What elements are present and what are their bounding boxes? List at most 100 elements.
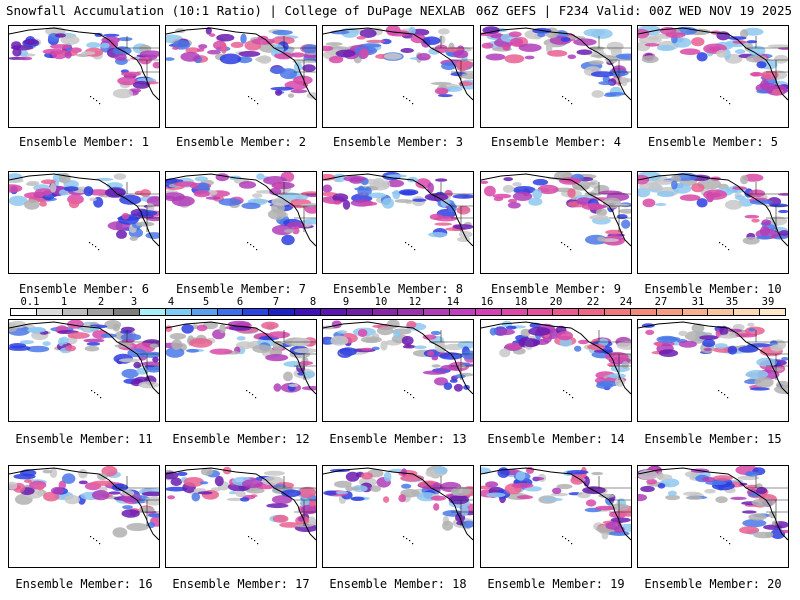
political-borders: [274, 330, 316, 380]
ensemble-member-map-16: [8, 465, 160, 568]
snowfall-field: [323, 172, 473, 242]
coastline: [323, 467, 473, 541]
chart-title: Snowfall Accumulation (10:1 Ratio) | Col…: [6, 3, 466, 18]
hawaii-islands: [403, 536, 414, 545]
snowfall-map: [481, 320, 631, 399]
coastline: [481, 173, 631, 247]
snowfall-map: [9, 320, 159, 399]
coastline: [9, 27, 159, 101]
hawaii-islands: [720, 536, 731, 545]
hawaii-islands: [563, 390, 574, 399]
snowfall-field: [638, 26, 788, 96]
hawaii-islands: [719, 242, 730, 251]
colorbar-tick-label: 7: [272, 296, 280, 308]
ensemble-member-map-11: [8, 319, 160, 422]
snowfall-field: [481, 26, 631, 98]
hawaii-islands: [247, 242, 258, 251]
colorbar-swatch: [734, 309, 761, 315]
ensemble-member-map-13: [322, 319, 474, 422]
colorbar-swatch: [372, 309, 399, 315]
ensemble-member-map-19: [480, 465, 632, 568]
hawaii-islands: [720, 96, 731, 105]
ensemble-member-label: Ensemble Member: 1: [18, 135, 150, 149]
ensemble-member-label: Ensemble Member: 18: [329, 577, 467, 591]
colorbar-tick-label: 0.1: [20, 296, 40, 308]
political-borders: [589, 330, 631, 380]
ensemble-member-label: Ensemble Member: 2: [175, 135, 307, 149]
snowfall-map: [323, 26, 473, 105]
hawaii-islands: [403, 96, 414, 105]
colorbar-swatch: [62, 309, 89, 315]
snowfall-field: [323, 320, 473, 392]
political-borders: [274, 476, 316, 526]
hawaii-islands: [561, 242, 572, 251]
political-borders: [431, 182, 473, 232]
snowfall-map: [638, 26, 788, 105]
snowfall-field: [9, 26, 159, 99]
political-borders: [117, 36, 159, 86]
ensemble-member-map-1: [8, 25, 160, 128]
colorbar-tick-label: 3: [130, 296, 138, 308]
snowfall-field: [481, 466, 631, 540]
political-borders: [431, 330, 473, 380]
ensemble-member-label: Ensemble Member: 11: [15, 432, 153, 446]
ensemble-member-label: Ensemble Member: 8: [332, 282, 464, 296]
snowfall-map: [9, 172, 159, 251]
political-borders: [117, 476, 159, 526]
colorbar-swatch: [475, 309, 502, 315]
political-borders: [431, 476, 473, 526]
coastline: [638, 173, 788, 247]
colorbar-swatch: [527, 309, 554, 315]
snowfall-map: [638, 172, 788, 251]
political-borders: [117, 330, 159, 380]
snowfall-map: [323, 320, 473, 399]
coastline: [323, 321, 473, 395]
coastline: [323, 173, 473, 247]
colorbar-swatch: [140, 309, 166, 315]
hawaii-islands: [404, 390, 415, 399]
colorbar-tick-label: 12: [408, 296, 422, 308]
coastline: [166, 321, 316, 395]
colorbar-tick-label: 10: [374, 296, 388, 308]
coastline: [166, 27, 316, 101]
ensemble-member-map-18: [322, 465, 474, 568]
hawaii-islands: [718, 390, 729, 399]
snowfall-map: [481, 172, 631, 251]
snowfall-map: [323, 172, 473, 251]
ensemble-member-label: Ensemble Member: 5: [647, 135, 779, 149]
snowfall-field: [9, 172, 159, 241]
coastline: [9, 467, 159, 541]
colorbar-swatch: [501, 309, 528, 315]
hawaii-islands: [91, 390, 102, 399]
hawaii-islands: [248, 536, 259, 545]
snowfall-map: [166, 320, 316, 399]
colorbar-swatch: [553, 309, 580, 315]
ensemble-member-map-12: [165, 319, 317, 422]
snowfall-map: [9, 466, 159, 545]
snowfall-field: [323, 466, 473, 531]
snowfall-map: [638, 321, 788, 399]
ensemble-member-label: Ensemble Member: 3: [332, 135, 464, 149]
ensemble-member-map-3: [322, 25, 474, 128]
colorbar-swatch: [450, 309, 476, 315]
colorbar-tick-label: 1: [60, 296, 68, 308]
colorbar-tick-label: 5: [202, 296, 210, 308]
political-borders: [589, 476, 631, 526]
snowfall-field: [166, 172, 316, 246]
coastline: [638, 321, 788, 395]
colorbar-tick-label: 16: [480, 296, 494, 308]
ensemble-member-map-4: [480, 25, 632, 128]
ensemble-member-label: Ensemble Member: 9: [490, 282, 622, 296]
snowfall-field: [166, 320, 316, 393]
hawaii-islands: [90, 536, 101, 545]
ensemble-member-map-20: [637, 465, 789, 568]
ensemble-member-map-7: [165, 171, 317, 274]
colorbar-tick-label: 20: [549, 296, 563, 308]
ensemble-member-label: Ensemble Member: 14: [487, 432, 625, 446]
ensemble-member-label: Ensemble Member: 16: [15, 577, 153, 591]
ensemble-member-map-17: [165, 465, 317, 568]
colorbar-tick-label: 35: [725, 296, 739, 308]
snowfall-map: [638, 466, 788, 545]
ensemble-member-label: Ensemble Member: 10: [644, 282, 782, 296]
colorbar-swatch: [114, 309, 141, 315]
